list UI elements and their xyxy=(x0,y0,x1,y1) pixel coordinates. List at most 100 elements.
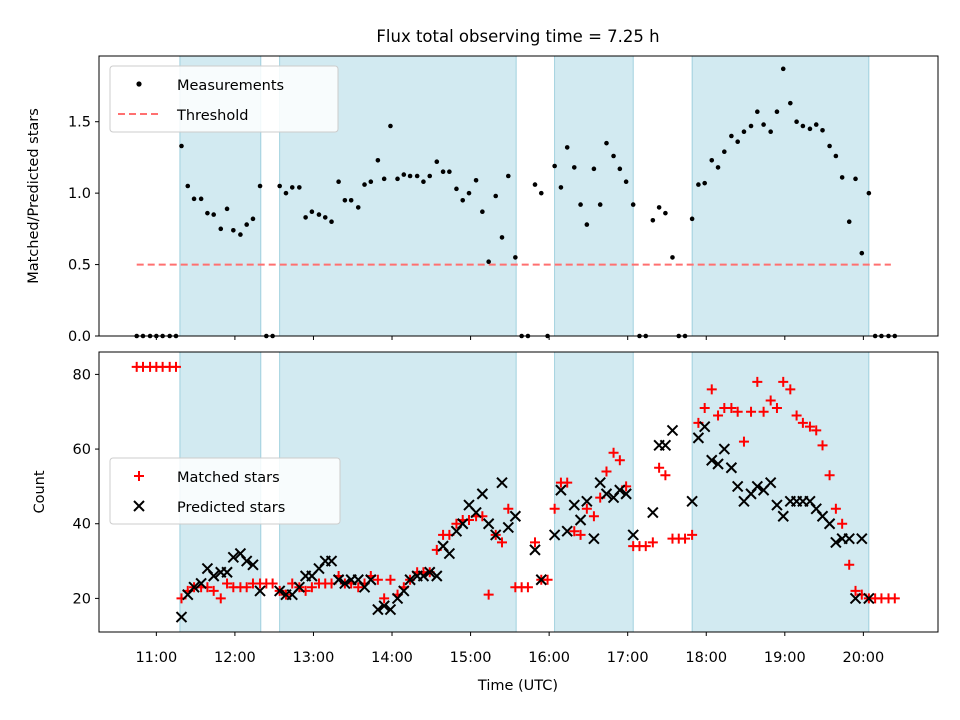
measurement-point xyxy=(342,197,348,203)
matched-star-point xyxy=(608,447,619,458)
matched-star-point xyxy=(529,537,540,548)
matched-star-point xyxy=(562,477,573,488)
measurement-point xyxy=(407,173,413,179)
matched-star-point xyxy=(660,470,671,481)
predicted-star-point xyxy=(581,495,593,508)
measurement-point xyxy=(788,100,793,106)
measurement-point xyxy=(650,217,656,223)
measurement-point xyxy=(702,180,707,186)
x-tick-label: 13:00 xyxy=(293,650,335,666)
observing-span xyxy=(691,55,870,337)
matched-star-point xyxy=(791,410,802,421)
predicted-star-point xyxy=(207,570,220,582)
measurement-point xyxy=(813,122,819,127)
bottom-y-ticks: 20 40 60 80 xyxy=(73,367,99,607)
predicted-star-point xyxy=(195,577,207,590)
predicted-star-point xyxy=(273,585,286,597)
measurement-point xyxy=(322,215,328,220)
measurement-point xyxy=(499,235,505,240)
measurement-point xyxy=(748,123,754,129)
matched-star-point xyxy=(713,410,724,421)
measurement-point xyxy=(211,212,216,217)
measurement-point xyxy=(670,255,675,260)
measurement-point xyxy=(309,209,315,215)
matched-star-point xyxy=(614,455,625,466)
predicted-star-point xyxy=(293,581,306,593)
predicted-stars-points xyxy=(175,420,875,623)
ratio-panel: 0.0 0.5 1.0 1.5 Matched/Predicted stars Mea… xyxy=(26,55,939,345)
measurement-point xyxy=(388,123,393,129)
predicted-star-point xyxy=(332,574,345,586)
predicted-star-point xyxy=(509,510,522,522)
measurement-point xyxy=(355,205,361,210)
measurement-point xyxy=(689,216,695,222)
measurement-point xyxy=(198,196,204,202)
matched-star-point xyxy=(503,503,514,514)
predicted-star-point xyxy=(529,544,541,556)
matched-star-point xyxy=(306,582,317,593)
measurement-point xyxy=(696,182,701,187)
measurement-point xyxy=(466,190,472,196)
predicted-star-point xyxy=(843,532,855,545)
legend-predicted-label: Predicted stars xyxy=(177,500,285,516)
predicted-star-point xyxy=(535,574,547,586)
bottom-legend: Matched stars Predicted stars xyxy=(109,457,341,525)
matched-star-point xyxy=(222,578,233,589)
bottom-axes-frame xyxy=(98,351,939,633)
measurement-point xyxy=(584,222,590,227)
measurement-point xyxy=(505,173,511,179)
legend-measurements-label: Measurements xyxy=(177,78,284,94)
matched-star-point xyxy=(372,574,383,585)
measurement-point xyxy=(839,175,845,180)
matched-star-point xyxy=(889,593,900,604)
measurement-point xyxy=(571,165,577,170)
measurement-point xyxy=(800,123,806,129)
measurement-point xyxy=(434,159,440,165)
measurement-point xyxy=(368,179,374,185)
measurement-point xyxy=(755,109,760,115)
y-tick-label: 80 xyxy=(73,367,91,383)
predicted-star-point xyxy=(221,566,233,578)
matched-star-point xyxy=(830,503,841,514)
matched-star-point xyxy=(824,470,835,481)
predicted-star-point xyxy=(588,532,600,545)
matched-star-point xyxy=(353,582,364,593)
measurement-point xyxy=(421,179,426,185)
predicted-star-point xyxy=(692,432,705,444)
measurement-point xyxy=(591,166,597,172)
predicted-star-point xyxy=(247,559,259,571)
matched-star-point xyxy=(771,403,782,413)
matched-star-point xyxy=(778,376,789,387)
measurement-point xyxy=(185,183,191,189)
measurement-point xyxy=(532,182,538,187)
matched-star-point xyxy=(575,529,586,540)
measurement-point xyxy=(427,173,433,179)
top-axes-frame xyxy=(98,55,939,337)
matched-star-point xyxy=(215,593,226,604)
x-tick-label: 19:00 xyxy=(764,650,806,666)
matched-star-point xyxy=(170,361,181,372)
measurement-point xyxy=(820,127,825,133)
matched-star-point xyxy=(549,503,560,514)
measurement-point xyxy=(630,202,636,207)
measurement-point xyxy=(709,157,715,163)
measurement-point xyxy=(283,190,289,196)
measurement-point xyxy=(329,219,334,225)
predicted-star-point xyxy=(372,603,384,616)
measurement-point xyxy=(761,122,766,127)
measurement-point xyxy=(774,109,780,115)
predicted-star-point xyxy=(574,514,587,526)
y-tick-label: 20 xyxy=(73,591,91,607)
legend-predicted-marker xyxy=(133,500,145,512)
measurement-point xyxy=(715,165,721,170)
measurement-point xyxy=(381,176,387,182)
predicted-star-point xyxy=(823,518,836,530)
measurement-point xyxy=(224,206,230,212)
x-tick-label: 17:00 xyxy=(607,650,649,666)
matched-star-point xyxy=(732,406,743,417)
matched-star-point xyxy=(569,526,580,537)
y-tick-label: 0.0 xyxy=(68,329,91,345)
measurement-point xyxy=(859,250,865,256)
y-tick-label: 40 xyxy=(73,517,91,533)
